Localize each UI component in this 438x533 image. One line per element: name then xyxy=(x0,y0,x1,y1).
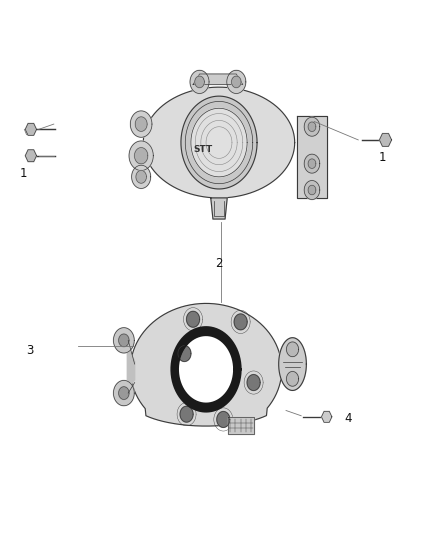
Polygon shape xyxy=(119,334,129,346)
Polygon shape xyxy=(304,154,320,173)
Polygon shape xyxy=(190,70,209,93)
Polygon shape xyxy=(113,328,134,353)
Polygon shape xyxy=(134,148,148,164)
Polygon shape xyxy=(178,345,191,361)
Polygon shape xyxy=(297,116,327,198)
Text: 1: 1 xyxy=(19,167,27,180)
Polygon shape xyxy=(308,185,316,195)
Polygon shape xyxy=(179,336,233,402)
Polygon shape xyxy=(304,181,320,199)
Polygon shape xyxy=(217,411,230,427)
Polygon shape xyxy=(228,417,254,434)
Polygon shape xyxy=(279,338,306,391)
Polygon shape xyxy=(143,87,295,198)
Polygon shape xyxy=(247,375,260,391)
Text: 3: 3 xyxy=(27,344,34,357)
Polygon shape xyxy=(25,150,36,161)
Polygon shape xyxy=(171,327,240,411)
Polygon shape xyxy=(135,117,147,131)
Polygon shape xyxy=(187,311,200,327)
Polygon shape xyxy=(286,372,299,386)
Polygon shape xyxy=(113,381,134,406)
Polygon shape xyxy=(136,171,146,183)
Text: 1: 1 xyxy=(379,151,386,164)
Polygon shape xyxy=(181,96,257,189)
Polygon shape xyxy=(191,108,247,177)
Polygon shape xyxy=(286,342,299,357)
Polygon shape xyxy=(131,303,282,426)
Polygon shape xyxy=(308,122,316,132)
Text: 2: 2 xyxy=(215,256,222,270)
Polygon shape xyxy=(119,387,129,399)
Polygon shape xyxy=(127,344,134,389)
Text: 4: 4 xyxy=(344,412,352,425)
Polygon shape xyxy=(308,159,316,168)
Polygon shape xyxy=(132,165,151,189)
Polygon shape xyxy=(195,76,204,88)
Polygon shape xyxy=(234,314,247,330)
Polygon shape xyxy=(304,117,320,136)
Polygon shape xyxy=(193,74,243,85)
Polygon shape xyxy=(211,198,227,219)
Polygon shape xyxy=(25,124,36,135)
Polygon shape xyxy=(379,134,392,146)
Polygon shape xyxy=(227,70,246,93)
Polygon shape xyxy=(129,141,153,171)
Polygon shape xyxy=(131,111,152,138)
Text: STT: STT xyxy=(193,145,212,154)
Polygon shape xyxy=(321,411,332,422)
Polygon shape xyxy=(180,406,193,422)
Polygon shape xyxy=(232,76,241,88)
